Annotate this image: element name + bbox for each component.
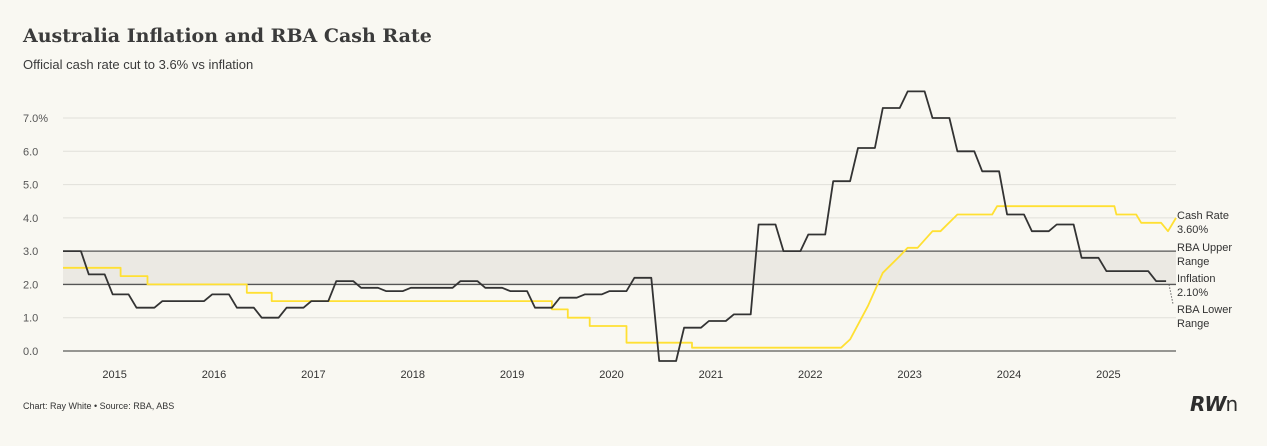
- inflation-end-value: 2.10%: [1177, 287, 1208, 299]
- rba-lower-label: RBA Lower: [1177, 304, 1232, 316]
- inflation-line: [63, 90, 1167, 362]
- x-tick-label: 2019: [500, 369, 524, 381]
- y-tick-label: 1.0: [23, 313, 38, 325]
- cash-rate-series-label: Cash Rate: [1177, 210, 1229, 222]
- source-note: Chart: Ray White • Source: RBA, ABS: [23, 401, 175, 411]
- y-tick-label: 3.0: [23, 246, 38, 258]
- x-tick-label: 2015: [102, 369, 126, 381]
- chart-subtitle: Official cash rate cut to 3.6% vs inflat…: [23, 57, 254, 72]
- x-tick-label: 2021: [699, 369, 723, 381]
- brand-logo: RWn: [1190, 392, 1238, 416]
- logo-letters: RW: [1190, 392, 1226, 416]
- logo-tail: n: [1225, 392, 1238, 416]
- x-tick-label: 2016: [202, 369, 226, 381]
- y-tick-label: 0.0: [23, 346, 38, 358]
- x-tick-label: 2022: [798, 369, 822, 381]
- y-tick-label: 5.0: [23, 180, 38, 192]
- x-tick-label: 2017: [301, 369, 325, 381]
- x-tick-label: 2020: [599, 369, 623, 381]
- x-tick-label: 2023: [897, 369, 921, 381]
- rba-upper-label: RBA Upper: [1177, 242, 1232, 254]
- rba-lower-leader: [1168, 284, 1174, 305]
- cash-rate-line: [63, 205, 1177, 349]
- y-tick-label: 4.0: [23, 213, 38, 225]
- x-tick-label: 2018: [401, 369, 425, 381]
- chart-title: Australia Inflation and RBA Cash Rate: [23, 25, 432, 47]
- x-tick-label: 2025: [1096, 369, 1120, 381]
- rba-lower-label: Range: [1177, 318, 1209, 330]
- cash-rate-end-value: 3.60%: [1177, 224, 1208, 236]
- inflation-series-label: Inflation: [1177, 273, 1216, 285]
- y-tick-label: 6.0: [23, 146, 38, 158]
- x-tick-label: 2024: [997, 369, 1021, 381]
- rba-upper-label: Range: [1177, 256, 1209, 268]
- y-tick-label: 7.0%: [23, 113, 48, 125]
- rba-target-band: [63, 251, 1176, 285]
- y-tick-label: 2.0: [23, 279, 38, 291]
